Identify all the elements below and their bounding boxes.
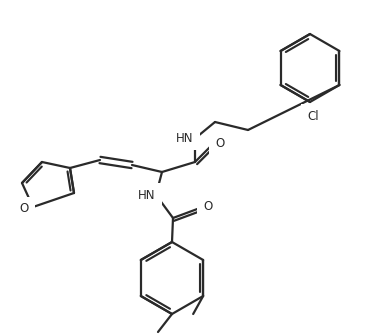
Text: HN: HN — [138, 189, 156, 201]
Text: HN: HN — [176, 132, 194, 144]
Text: O: O — [203, 200, 213, 212]
Text: Cl: Cl — [307, 110, 319, 123]
Text: O: O — [215, 136, 224, 149]
Text: O: O — [19, 202, 28, 215]
